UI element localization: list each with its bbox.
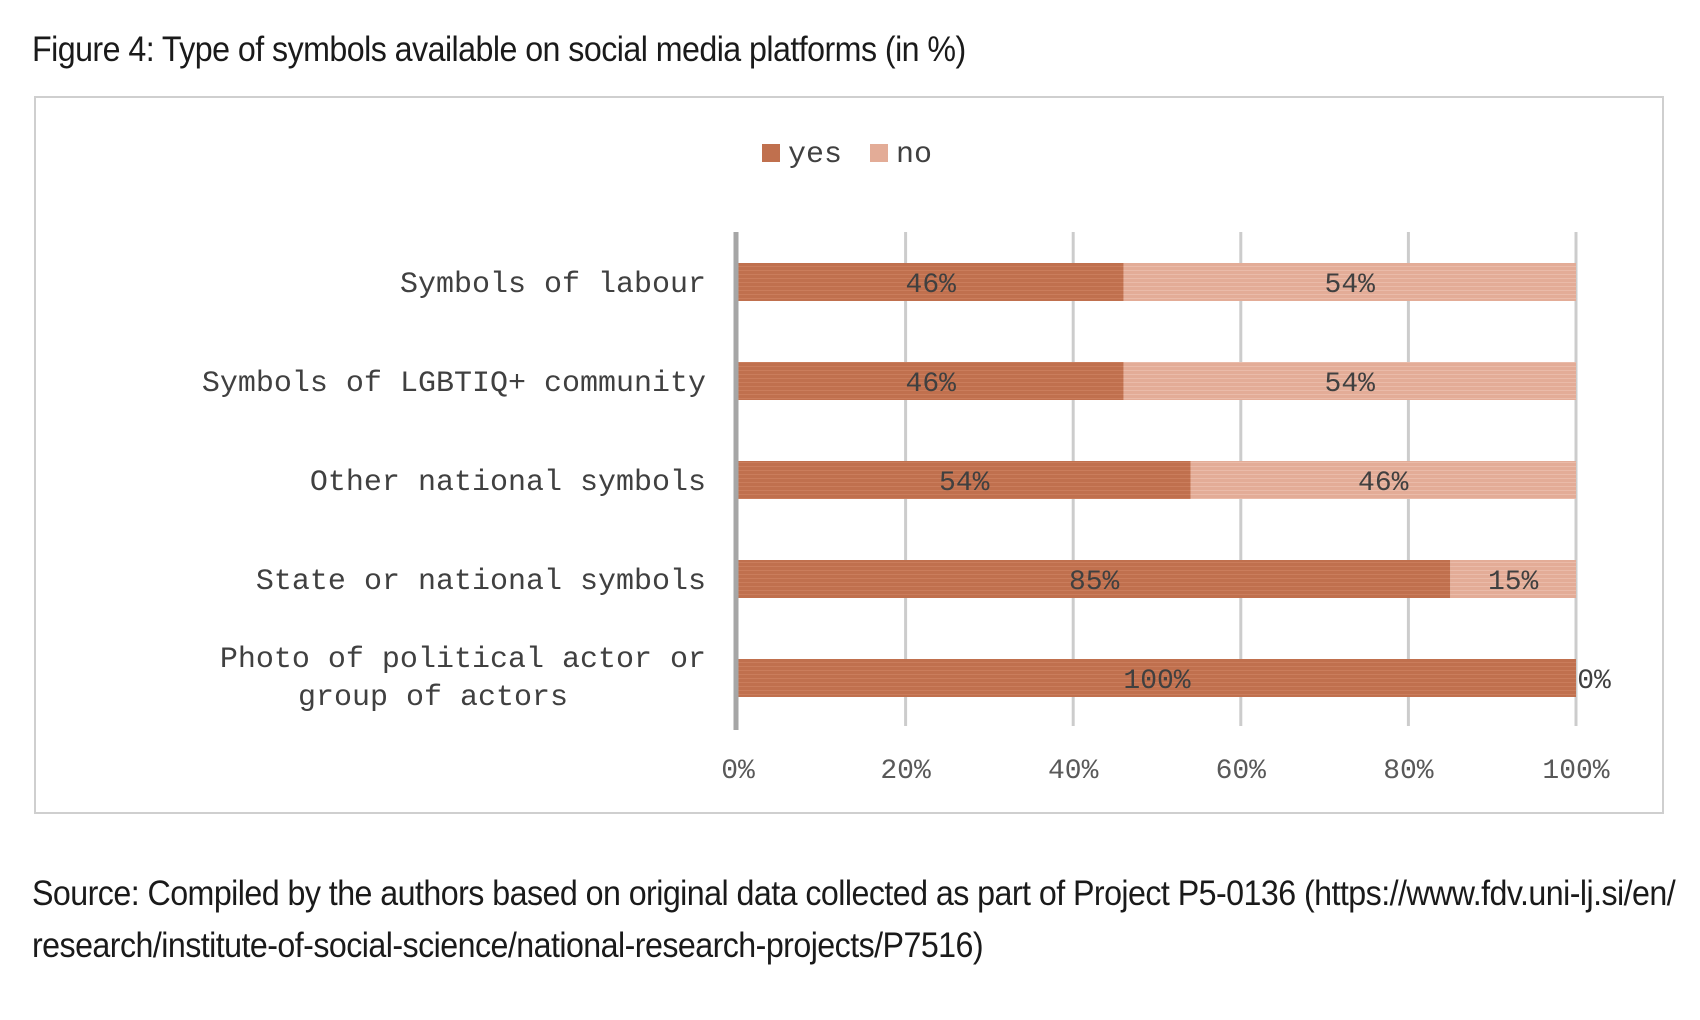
legend: yes no bbox=[762, 138, 932, 172]
data-label-yes: 54% bbox=[939, 468, 990, 499]
category-label: Photo of political actor or group of acto… bbox=[220, 643, 706, 715]
legend-swatch-yes bbox=[762, 144, 780, 162]
chart-frame: 46% 54% 46% 54% 54% 46% 85% 15% 100% 0% Symbols o… bbox=[34, 96, 1664, 814]
bar-no bbox=[1190, 461, 1576, 499]
bar-no bbox=[1123, 362, 1576, 400]
x-tick-label: 80% bbox=[1383, 756, 1434, 787]
bar-yes bbox=[738, 461, 1191, 499]
data-label-no: 0% bbox=[1577, 666, 1611, 697]
bar-labels: 46% 54% 46% 54% 54% 46% 85% 15% 100% 0% bbox=[906, 270, 1611, 697]
category-label: Symbols of labour bbox=[400, 268, 706, 302]
data-label-no: 15% bbox=[1488, 567, 1539, 598]
source-note: Source: Compiled by the authors based on… bbox=[32, 868, 1688, 972]
bar-yes bbox=[738, 362, 1124, 400]
bar-yes bbox=[738, 263, 1124, 301]
category-label: Symbols of LGBTIQ+ community bbox=[202, 367, 706, 401]
data-label-no: 54% bbox=[1325, 369, 1376, 400]
legend-swatch-no bbox=[870, 144, 888, 162]
bar-yes bbox=[738, 560, 1451, 598]
x-tick-labels: 0% 20% 40% 60% 80% 100% bbox=[721, 756, 1610, 787]
bar-yes bbox=[738, 659, 1576, 697]
x-tick-label: 40% bbox=[1048, 756, 1099, 787]
x-tick-label: 60% bbox=[1216, 756, 1267, 787]
source-line-2: research/institute-of-social-science/nat… bbox=[32, 926, 984, 965]
category-labels: Symbols of labour Symbols of LGBTIQ+ comm… bbox=[202, 268, 706, 715]
x-tick-label: 100% bbox=[1542, 756, 1609, 787]
legend-label-yes: yes bbox=[788, 138, 842, 172]
legend-label-no: no bbox=[896, 138, 932, 172]
data-label-yes: 85% bbox=[1069, 567, 1120, 598]
figure-title: Figure 4: Type of symbols available on s… bbox=[32, 30, 966, 69]
data-label-no: 54% bbox=[1325, 270, 1376, 301]
x-tick-label: 20% bbox=[880, 756, 931, 787]
data-label-no: 46% bbox=[1358, 468, 1409, 499]
bar-no bbox=[1123, 263, 1576, 301]
source-line-1: Source: Compiled by the authors based on… bbox=[32, 874, 1676, 913]
x-tick-label: 0% bbox=[721, 756, 755, 787]
stacked-bar-chart: 46% 54% 46% 54% 54% 46% 85% 15% 100% 0% Symbols o… bbox=[202, 138, 1611, 787]
bars bbox=[738, 263, 1576, 697]
data-label-yes: 100% bbox=[1123, 666, 1190, 697]
category-label: Other national symbols bbox=[310, 466, 706, 500]
category-label: State or national symbols bbox=[256, 565, 706, 599]
bar-no bbox=[1450, 560, 1576, 598]
data-label-yes: 46% bbox=[906, 270, 957, 301]
data-label-yes: 46% bbox=[906, 369, 957, 400]
